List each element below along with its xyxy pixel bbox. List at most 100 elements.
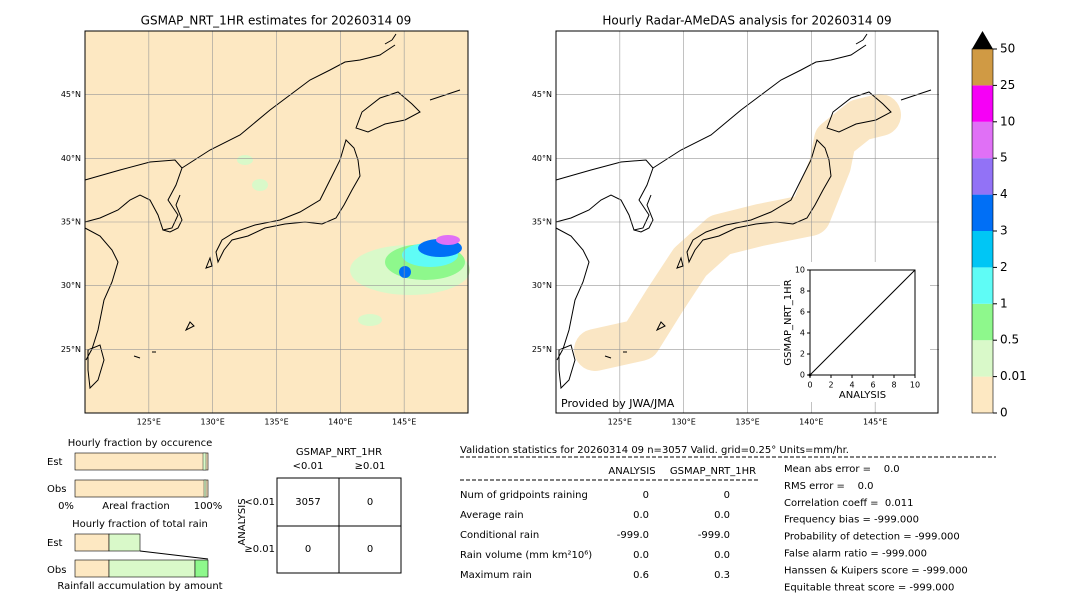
lon-tick-label: 135°E: [264, 418, 288, 427]
row-label: Num of gridpoints raining: [460, 490, 588, 501]
x-tick-label: 8: [891, 381, 896, 390]
colorbar-label: 0: [1000, 406, 1008, 420]
row-label: Rain volume (mm km²10⁶): [460, 550, 592, 561]
x-tick-label: 4: [849, 381, 854, 390]
score: Correlation coeff = 0.011: [784, 498, 914, 509]
lat-tick-label: 30°N: [532, 281, 552, 290]
extend-arrow: [972, 31, 993, 49]
lat-tick-label: 25°N: [61, 345, 81, 354]
occurrence-bars: [74, 452, 209, 498]
lon-tick-label: 145°E: [392, 418, 416, 427]
color-segment: [972, 121, 993, 159]
y-tick-label: 6: [800, 308, 805, 317]
scores: Mean abs error = 0.0 RMS error = 0.0 Corre…: [784, 464, 968, 593]
lat-tick-label: 35°N: [532, 218, 552, 227]
x-tick-label: 6: [870, 381, 875, 390]
score: Equitable threat score = -999.000: [784, 582, 954, 593]
color-segment: [972, 49, 993, 86]
lon-tick-label: 145°E: [863, 418, 887, 427]
col-header: <0.01: [293, 461, 324, 472]
inset-background: [780, 262, 930, 402]
y-tick-label: 10: [795, 266, 805, 275]
lat-tick-label: 45°N: [532, 90, 552, 99]
scatter-inset: 0 2 4 6 8 10 0 2 4 6 8 10 ANALYSIS GSMAP_NRT_1HR: [783, 266, 920, 402]
row-label: Average rain: [460, 510, 524, 521]
color-segment: [972, 303, 993, 341]
stats-header: Validation statistics for 20260314 09 n=…: [460, 445, 849, 456]
table-cell: 0: [305, 544, 311, 555]
color-segment: [972, 376, 993, 413]
row-label: Obs: [47, 565, 66, 576]
cell: -999.0: [617, 530, 649, 541]
lat-tick-label: 40°N: [532, 154, 552, 163]
table-cell: 0: [367, 544, 373, 555]
row-header: ≥0.01: [244, 544, 275, 555]
y-axis-label: GSMAP_NRT_1HR: [783, 279, 794, 365]
rain-areas: [237, 155, 470, 326]
lat-tick-label: 35°N: [61, 218, 81, 227]
col-header: ≥0.01: [355, 461, 386, 472]
map-title: GSMAP_NRT_1HR estimates for 20260314 09: [141, 14, 412, 28]
lon-tick-label: 125°E: [137, 418, 161, 427]
colorbar-label: 50: [1000, 42, 1015, 56]
map-frame: [555, 30, 939, 414]
colorbar-label: 2: [1000, 260, 1008, 274]
cell: 0.0: [714, 510, 730, 521]
colorbar-label: 3: [1000, 224, 1008, 238]
lat-tick-label: 45°N: [61, 90, 81, 99]
color-segment: [972, 267, 993, 304]
color-segment: [972, 231, 993, 268]
rain-bars: [74, 533, 209, 578]
map-title: Hourly Radar-AMeDAS analysis for 2026031…: [602, 14, 891, 28]
table-cell: 3057: [295, 497, 320, 508]
score: Mean abs error = 0.0: [784, 464, 900, 475]
tick-label: 100%: [194, 501, 223, 512]
table-grid: [276, 477, 402, 574]
score: False alarm ratio = -999.000: [784, 549, 927, 560]
cell: 0.6: [633, 570, 649, 581]
colorbar-label: 25: [1000, 78, 1015, 92]
row-label: ANALYSIS: [237, 498, 248, 545]
map-grid: 125°E 130°E 135°E 140°E 145°E 25°N 30°N 35°N 40°…: [532, 31, 939, 427]
y-tick-label: 2: [800, 350, 805, 359]
lon-tick-label: 130°E: [201, 418, 225, 427]
x-axis-label: ANALYSIS: [839, 390, 886, 401]
lon-tick-label: 130°E: [672, 418, 696, 427]
color-segment: [972, 158, 993, 195]
row-label: Est: [47, 538, 63, 549]
lon-tick-label: 125°E: [608, 418, 632, 427]
cell: 0.0: [714, 550, 730, 561]
colorbar: 0 0.01 0.5 1 2 3 4 5 10 25 50: [971, 31, 1027, 420]
row-label: Conditional rain: [460, 530, 539, 541]
credit: Provided by JWA/JMA: [561, 397, 675, 410]
x-tick-label: 0: [807, 381, 812, 390]
cell: 0: [643, 490, 649, 501]
y-tick-label: 4: [800, 329, 805, 338]
diagonal: [809, 269, 916, 376]
colorbar-label: 5: [1000, 151, 1008, 165]
point: [808, 373, 812, 377]
stats-table: Num of gridpoints raining 0 0 Average rain 0…: [460, 490, 730, 581]
axis-label: Rainfall accumulation by amount: [57, 581, 222, 592]
table-title: GSMAP_NRT_1HR: [296, 447, 382, 458]
color-segment: [972, 340, 993, 377]
row-label: Maximum rain: [460, 570, 532, 581]
lon-tick-label: 140°E: [799, 418, 823, 427]
tick-label: 0%: [58, 501, 74, 512]
cell: -999.0: [698, 530, 730, 541]
y-tick-label: 8: [800, 287, 805, 296]
col-header: GSMAP_NRT_1HR: [670, 466, 756, 477]
lat-tick-label: 30°N: [61, 281, 81, 290]
color-segment: [972, 85, 993, 122]
y-tick-label: 0: [800, 371, 805, 380]
inset-frame: [809, 269, 916, 376]
lat-tick-label: 40°N: [61, 154, 81, 163]
colorbar-label: 0.01: [1000, 369, 1027, 383]
cell: 0.0: [633, 510, 649, 521]
colorbar-label: 0.5: [1000, 333, 1019, 347]
row-label: Obs: [47, 484, 66, 495]
cell: 0.0: [633, 550, 649, 561]
colorbar-label: 1: [1000, 296, 1008, 310]
colorbar-label: 10: [1000, 114, 1015, 128]
